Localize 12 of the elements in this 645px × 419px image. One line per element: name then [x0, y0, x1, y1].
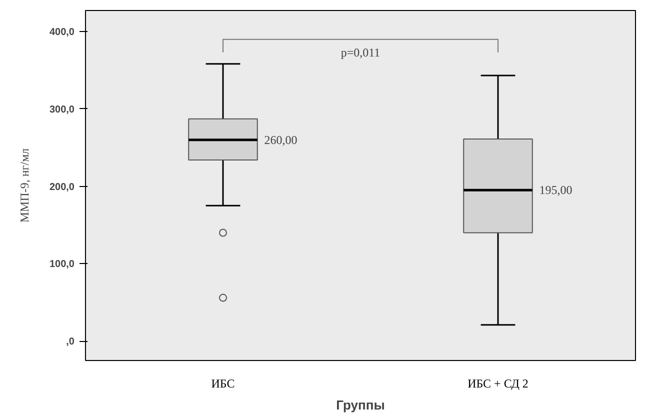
y-tick-label: ,0: [66, 336, 75, 348]
y-tick-label: 400,0: [49, 26, 75, 38]
x-tick-label: ИБС + СД 2: [468, 376, 528, 390]
y-tick-label: 300,0: [49, 104, 75, 116]
y-axis-title: ММП-9, нг/мл: [17, 148, 32, 223]
y-tick-label: 100,0: [49, 259, 75, 270]
x-axis-title: Группы: [336, 398, 385, 412]
text: 260,00: [264, 132, 298, 147]
y-tick-label: 200,0: [49, 182, 75, 193]
x-tick-label: ИБС: [211, 376, 235, 390]
annotation: p=0,011: [340, 46, 380, 60]
text: 195,00: [539, 183, 572, 198]
